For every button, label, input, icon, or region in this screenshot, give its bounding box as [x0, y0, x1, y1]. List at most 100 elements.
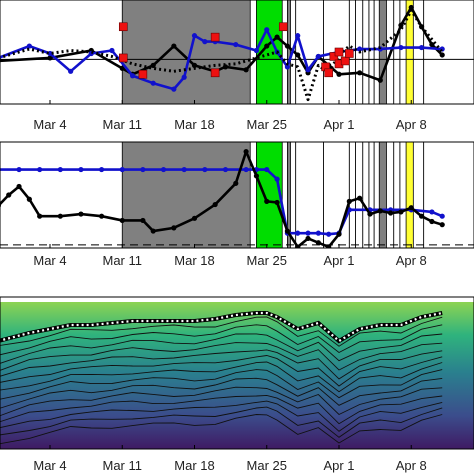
- mid-series-1-point: [274, 199, 280, 206]
- heatmap-contour-line: [0, 377, 443, 409]
- top-series-0-point: [408, 4, 414, 11]
- top-series-1-point: [150, 80, 156, 86]
- top-series-1-point: [305, 67, 311, 73]
- mid-series-1-point: [284, 228, 290, 234]
- mid-x-tick-label: Mar 18: [174, 253, 214, 268]
- top-axes-frame: [0, 0, 474, 105]
- top-series-1-point: [295, 33, 301, 39]
- mid-x-tick-label: Mar 25: [247, 253, 287, 268]
- bot-x-tick-label: Apr 1: [323, 458, 354, 473]
- top-series-1-point: [284, 64, 290, 70]
- top-x-tick-label: Mar 18: [174, 117, 214, 132]
- mid-series-1-point: [326, 244, 332, 248]
- bottom-axes-frame: [0, 296, 474, 450]
- top-series-0-point: [264, 43, 270, 49]
- top-x-tick-label: Mar 25: [247, 117, 287, 132]
- mid-series-1-point: [150, 228, 156, 234]
- top-series-0-point: [119, 65, 125, 71]
- mid-series-1-point: [57, 213, 63, 219]
- top-series-1-point: [109, 47, 115, 54]
- mid-series-1-point: [140, 217, 146, 224]
- mid-series-1-point: [346, 198, 352, 204]
- mid-shaded-period: [378, 142, 387, 248]
- heatmap-contour-line: [0, 361, 443, 393]
- mid-x-tick-label: Mar 11: [103, 253, 143, 268]
- top-series-0-line: [0, 6, 444, 82]
- mid-series-0-point: [202, 166, 208, 173]
- top-shaded-period: [378, 0, 387, 104]
- mid-shaded-period: [405, 142, 414, 248]
- top-series-1-point: [253, 47, 260, 54]
- top-series-1-point: [264, 27, 270, 33]
- heatmap-contour-line: [0, 400, 443, 432]
- mid-series-0-point: [37, 166, 43, 173]
- mid-series-0-point: [181, 166, 187, 173]
- top-series-0-point: [377, 77, 383, 83]
- middle-axes-frame: [0, 141, 474, 249]
- bot-x-tick-label: Mar 25: [247, 458, 287, 473]
- heatmap-contour-line: [0, 414, 443, 445]
- mid-series-1-point: [37, 213, 43, 219]
- mid-series-1-point: [171, 225, 177, 231]
- mid-series-0-point: [295, 230, 301, 236]
- mid-series-0-point: [222, 166, 229, 173]
- top-x-tick-label: Mar 11: [103, 117, 143, 132]
- mid-series-0-point: [16, 166, 22, 173]
- mid-series-0-point: [439, 213, 445, 219]
- top-series-1-point: [26, 43, 32, 49]
- mid-series-1-point: [315, 240, 321, 246]
- mid-series-1-point: [264, 198, 270, 204]
- mid-series-0-point: [315, 230, 321, 236]
- top-series-1-point: [357, 46, 363, 52]
- mid-series-0-point: [57, 166, 63, 173]
- bot-x-tick-label: Mar 11: [103, 458, 143, 473]
- top-event-marker: [118, 53, 128, 63]
- mid-series-1-point: [398, 209, 404, 215]
- mid-series-1-point: [377, 208, 383, 214]
- mid-series-0-point: [429, 209, 435, 215]
- mid-series-0-point: [99, 166, 105, 173]
- mid-x-tick-label: Mar 4: [33, 253, 66, 268]
- top-event-marker: [324, 68, 333, 78]
- top-x-tick-label: Apr 1: [323, 117, 354, 132]
- mid-shaded-period: [256, 142, 283, 248]
- mid-series-0-point: [305, 230, 311, 236]
- mid-series-1-point: [295, 244, 301, 248]
- heatmap-contour-line: [0, 355, 443, 387]
- heatmap-contour-line: [0, 369, 443, 400]
- heatmap-contour-line: [0, 406, 443, 438]
- mid-series-1-point: [212, 201, 218, 208]
- heatmap-contour-line: [0, 386, 443, 417]
- mid-series-1-point: [243, 148, 249, 155]
- mid-series-1-point: [253, 173, 260, 179]
- top-series-0-point: [47, 55, 53, 61]
- heatmap-air-region: [0, 297, 474, 302]
- top-series-0-point: [357, 70, 363, 76]
- mid-series-1-point: [429, 218, 435, 225]
- heatmap-contour-line: [0, 342, 443, 371]
- top-series-1-point: [233, 41, 239, 48]
- top-event-marker: [329, 52, 339, 61]
- mid-series-1-point: [16, 183, 22, 190]
- mid-series-0-line: [0, 168, 443, 236]
- mid-series-0-point: [140, 166, 146, 173]
- top-event-marker: [118, 22, 128, 32]
- top-series-1-point: [202, 39, 208, 45]
- heatmap-contour-line: [0, 316, 443, 347]
- top-series-2-line: [0, 8, 444, 102]
- top-series-0-point: [243, 67, 249, 73]
- mid-series-1-point: [336, 231, 342, 237]
- mid-series-0-point: [326, 231, 332, 237]
- top-series-1-point: [418, 44, 425, 51]
- mid-series-1-point: [439, 222, 445, 228]
- bot-x-tick-label: Apr 8: [396, 458, 427, 473]
- mid-series-1-point: [408, 205, 414, 211]
- mid-series-0-point: [160, 166, 167, 173]
- mid-series-1-point: [191, 215, 198, 221]
- heatmap-contour-line: [0, 324, 443, 356]
- top-event-marker: [340, 56, 350, 66]
- top-event-marker: [138, 69, 148, 79]
- top-series-0-point: [295, 52, 301, 58]
